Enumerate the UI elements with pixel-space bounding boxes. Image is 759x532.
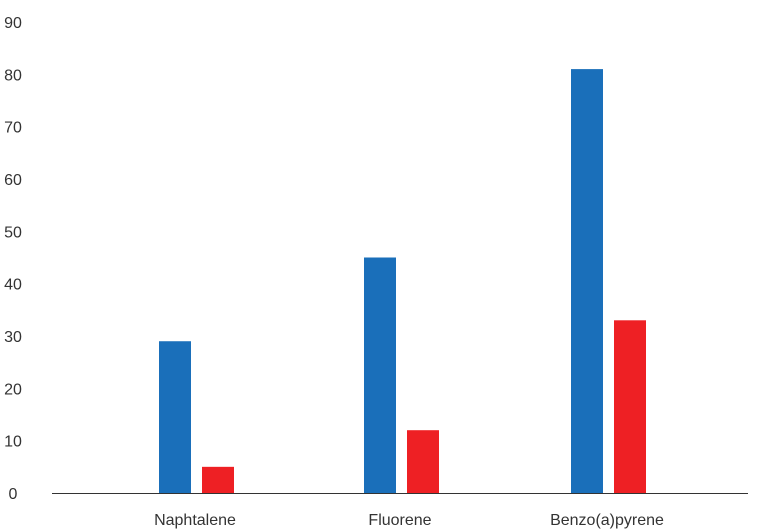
y-tick-label: 10 [4,434,22,451]
y-tick-label: 70 [4,120,22,137]
y-tick-label: 30 [4,329,22,346]
bar-series-1-benzo-a-pyrene [571,69,603,493]
bar-series-2-fluorene [407,430,439,493]
y-tick-label: 20 [4,381,22,398]
y-tick-label: 40 [4,277,22,294]
bar-series-2-benzo-a-pyrene [614,320,646,493]
y-axis-tick-labels: 0 10 20 30 40 50 60 70 80 90 [4,15,22,503]
x-category-label: Fluorene [368,512,431,529]
y-tick-label: 0 [9,486,18,503]
y-tick-label: 60 [4,172,22,189]
bars [159,69,646,493]
y-tick-label: 50 [4,224,22,241]
bar-series-1-naphtalene [159,341,191,493]
bar-series-1-fluorene [364,257,396,493]
x-axis-category-labels: Naphtalene Fluorene Benzo(a)pyrene [154,512,664,529]
x-category-label: Benzo(a)pyrene [550,512,664,529]
y-tick-label: 80 [4,67,22,84]
bar-series-2-naphtalene [202,466,234,493]
x-category-label: Naphtalene [154,512,236,529]
y-tick-label: 90 [4,15,22,32]
